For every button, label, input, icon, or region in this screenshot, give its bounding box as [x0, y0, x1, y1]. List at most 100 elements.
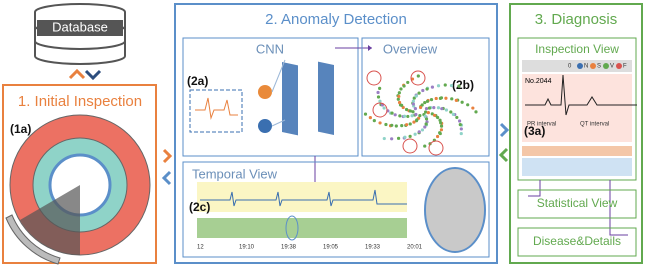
scatter-dot [419, 106, 422, 109]
scatter-dot [425, 122, 428, 125]
legend-dot [590, 63, 596, 69]
scatter-dot [410, 114, 413, 117]
legend-dot [616, 63, 622, 69]
scatter-dot [426, 100, 429, 103]
scatter-dot [415, 94, 418, 97]
panel-title: 2. Anomaly Detection [265, 11, 407, 28]
scatter-dot [376, 91, 379, 94]
scatter-dot [439, 97, 442, 100]
scatter-dot [390, 137, 393, 140]
scatter-dot [400, 124, 403, 127]
scatter-dot [398, 114, 401, 117]
tag: (2a) [187, 74, 208, 88]
scatter-dot [397, 137, 400, 140]
scatter-dot [438, 131, 441, 134]
scatter-dot [425, 107, 428, 110]
scatter-dot [369, 116, 372, 119]
scatter-dot [403, 115, 406, 118]
scatter-dot [436, 135, 439, 138]
scatter-dot [457, 85, 460, 88]
scatter-dot [455, 116, 458, 119]
scatter-dot [398, 91, 401, 94]
scatter-dot [383, 106, 386, 109]
connector [528, 180, 540, 196]
scatter-dot [378, 121, 381, 124]
scatter-dot [403, 136, 406, 139]
scatter-dot [412, 100, 415, 103]
scatter-dot [378, 87, 381, 90]
database-label: Database [52, 19, 108, 34]
scatter-dot [427, 111, 430, 114]
scatter-dot [432, 106, 435, 109]
legend-label: S [597, 64, 601, 70]
scatter-dot [437, 84, 440, 87]
scatter-dot [384, 123, 387, 126]
scatter-dot [378, 100, 381, 103]
scatter-dot [390, 112, 393, 115]
scatter-dot [399, 87, 402, 90]
tag: (3a) [524, 124, 545, 138]
scatter-dot [449, 110, 452, 113]
scatter-dot [373, 119, 376, 122]
record-id: No.2044 [525, 78, 552, 85]
scatter-dot [417, 92, 420, 95]
panel-title: 3. Diagnosis [535, 11, 618, 28]
time-label: 19:38 [281, 245, 297, 251]
scatter-dot [425, 87, 428, 90]
highlight-ring [429, 141, 443, 155]
scatter-dot [444, 83, 447, 86]
scatter-dot [440, 107, 443, 110]
scatter-dot [471, 106, 474, 109]
time-label: 19:05 [323, 245, 339, 251]
scatter-dot [423, 144, 426, 147]
scatter-dot [424, 115, 427, 118]
details-title: Disease&Details [533, 234, 621, 248]
scatter-dot [397, 98, 400, 101]
scatter-dot [394, 113, 397, 116]
time-label: 12 [197, 245, 204, 251]
scatter-dot [431, 86, 434, 89]
scatter-dot [474, 110, 477, 113]
arrow-left [501, 149, 507, 161]
overview-title: Overview [383, 41, 438, 56]
scatter-dot [423, 125, 426, 128]
legend-dot [603, 63, 609, 69]
scatter-dot [397, 95, 400, 98]
arrow-right [501, 124, 507, 136]
scatter-dot [421, 128, 424, 131]
scatter-dot [459, 123, 462, 126]
scatter-dot [390, 124, 393, 127]
inspection-title: Inspection View [535, 42, 619, 56]
cnn-title: CNN [256, 41, 284, 56]
scatter-dot [405, 123, 408, 126]
scatter-dot [428, 106, 431, 109]
scatter-dot [435, 97, 438, 100]
cnn-diagram [190, 45, 372, 135]
interval-label: QT interval [580, 122, 609, 128]
scatter-dot [439, 121, 442, 124]
scatter-dot [417, 74, 420, 77]
scatter-dot [402, 84, 405, 87]
highlight-ring [367, 71, 381, 85]
scatter-dot [437, 106, 440, 109]
scatter-dot [450, 84, 453, 87]
scatter-dot [409, 109, 412, 112]
scatter-dot [460, 127, 463, 130]
arrow-down [86, 71, 100, 78]
scatter-dot [440, 128, 443, 131]
time-label: 19:33 [365, 245, 381, 251]
arrow-up [70, 71, 84, 78]
scatter-dot [412, 120, 415, 123]
scatter-dot [444, 97, 447, 100]
scatter-dot [377, 95, 380, 98]
scatter-dot [461, 101, 464, 104]
scatter-dot [398, 101, 401, 104]
scatter-dot [405, 108, 408, 111]
scatter-dot [466, 103, 469, 106]
scatter-dot [414, 113, 417, 116]
scatter-dot [409, 135, 412, 138]
scatter-dot [423, 101, 426, 104]
scatter-dot [440, 125, 443, 128]
scatter-dot [452, 113, 455, 116]
scatter-dot [460, 132, 463, 135]
